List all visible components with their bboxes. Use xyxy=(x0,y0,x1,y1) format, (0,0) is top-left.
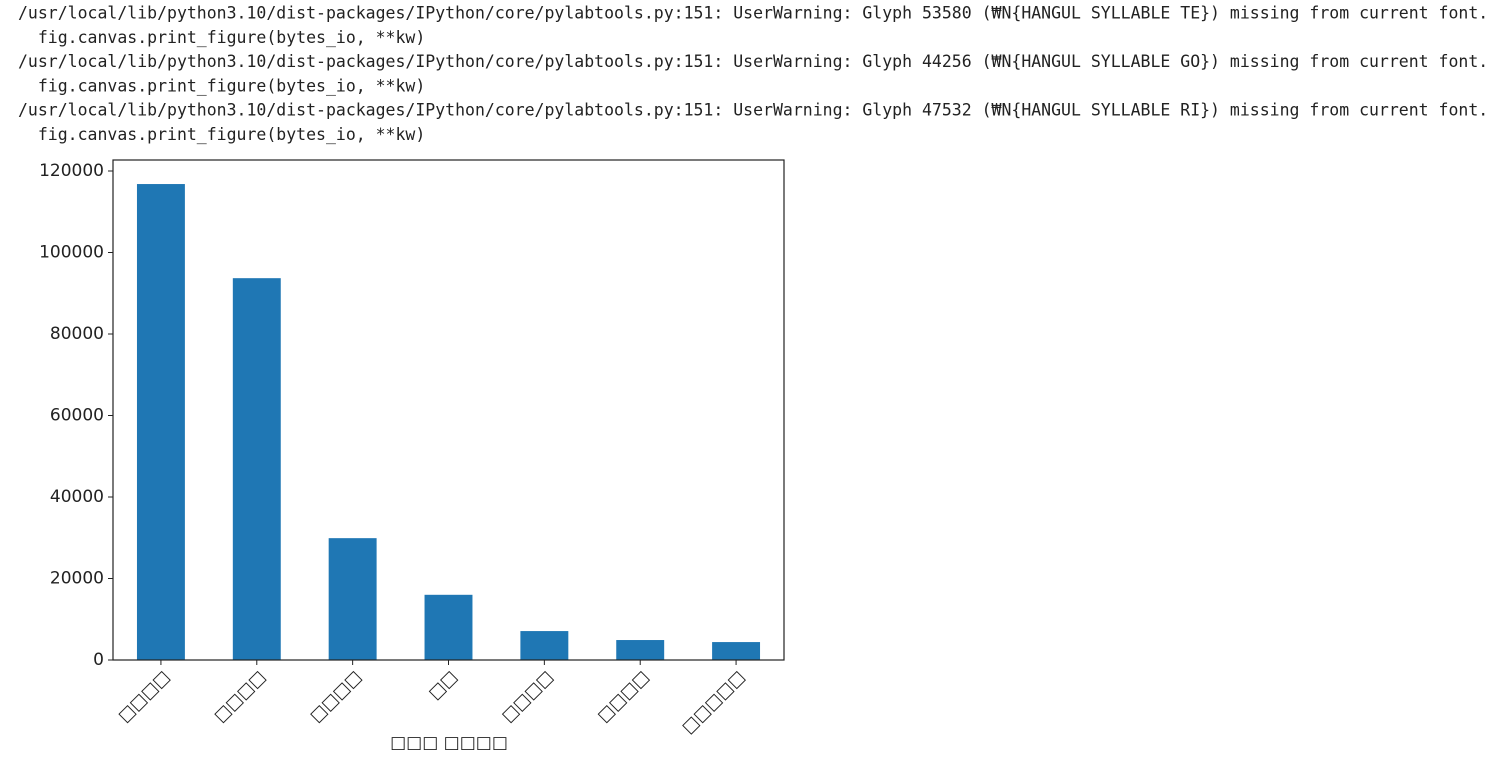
y-tick-label: 120000 xyxy=(39,161,104,181)
bar xyxy=(232,278,281,660)
bar xyxy=(136,184,185,661)
warning-line: fig.canvas.print_figure(bytes_io, **kw) xyxy=(18,28,425,47)
bar xyxy=(328,538,377,660)
x-axis-label: □□□ □□□□ xyxy=(390,733,508,753)
bar xyxy=(616,640,665,660)
y-tick-label: 80000 xyxy=(50,324,104,344)
bar xyxy=(424,594,473,660)
warning-line: /usr/local/lib/python3.10/dist-packages/… xyxy=(18,4,1488,23)
y-tick-label: 20000 xyxy=(50,569,104,589)
bar xyxy=(520,631,569,660)
x-tick-label: □□□□□ xyxy=(678,667,749,738)
x-tick-label: □□ xyxy=(425,667,462,704)
x-tick-label: □□□□ xyxy=(594,667,654,727)
y-tick-label: 60000 xyxy=(50,406,104,426)
warning-line: /usr/local/lib/python3.10/dist-packages/… xyxy=(18,101,1488,120)
x-tick-label: □□□□ xyxy=(306,667,366,727)
warning-line: /usr/local/lib/python3.10/dist-packages/… xyxy=(18,52,1488,71)
bar xyxy=(712,642,761,660)
x-tick-label: □□□□ xyxy=(210,667,270,727)
warning-line: fig.canvas.print_figure(bytes_io, **kw) xyxy=(18,125,425,144)
plot-frame xyxy=(112,159,785,661)
y-tick-label: 100000 xyxy=(39,243,104,263)
warning-line: fig.canvas.print_figure(bytes_io, **kw) xyxy=(18,76,425,95)
y-tick-label: 0 xyxy=(93,650,104,670)
x-tick-label: □□□□ xyxy=(114,667,174,727)
y-tick-label: 40000 xyxy=(50,487,104,507)
x-tick-label: □□□□ xyxy=(498,667,558,727)
